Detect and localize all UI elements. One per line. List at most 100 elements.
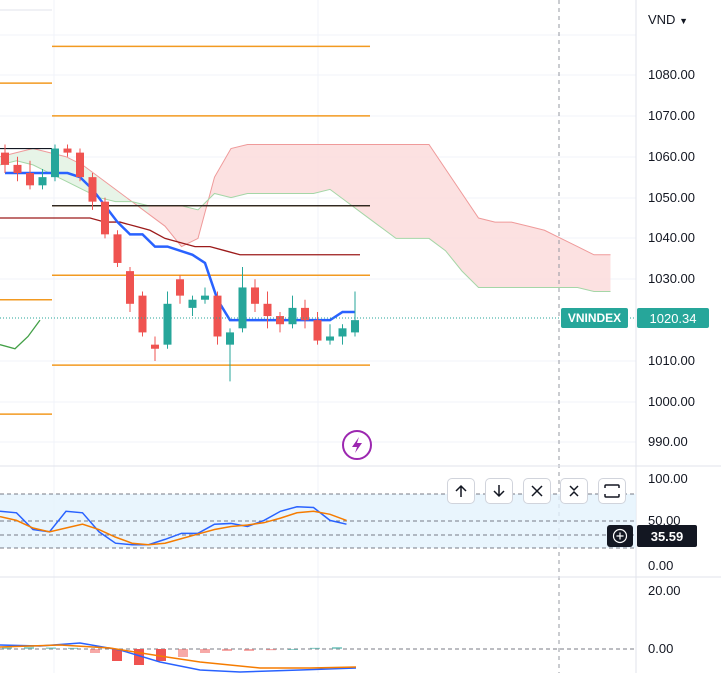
cloud-segment [396,144,413,239]
candle-body [13,164,22,174]
candle-body [263,303,272,317]
cloud-segment [313,144,330,194]
candle-body [76,152,84,178]
macd-bar [24,646,34,649]
cloud-segment [577,246,594,292]
symbol-price-label: VNINDEX [561,308,628,328]
price-tick-label: 1010.00 [648,353,695,368]
price-tick-label: 1060.00 [648,149,695,164]
candle-body [88,177,97,202]
candle-body [288,307,297,325]
price-tick-label: 990.00 [648,434,688,449]
candle-body [301,307,309,321]
cloud-segment [247,144,264,194]
cloud-segment [297,144,314,194]
rsi-tick-label: 0.00 [648,558,673,573]
cloud-segment [528,226,545,288]
rsi-tick-label: 100.00 [648,471,688,486]
cloud-segment [495,222,512,288]
candle-body [151,344,159,349]
cloud-segment [511,222,528,288]
macd-bar [244,649,254,651]
cloud-segment [363,144,380,227]
cloud-segment [478,218,495,288]
price-tick-label: 1080.00 [648,67,695,82]
lagging-line [0,319,41,350]
macd-bar [134,649,144,665]
move-up-button[interactable] [447,478,475,504]
macd-bar [156,649,166,661]
macd-tick-label: 20.00 [648,583,681,598]
cloud-segment [346,144,363,214]
cloud-segment [561,238,578,288]
candle-body [313,320,322,341]
cloud-segment [379,144,396,239]
candle-body [126,271,134,304]
close-pane-button[interactable] [523,478,551,504]
candle-body [51,148,59,178]
rsi-signal-line [0,510,347,546]
base-line [0,217,360,256]
candle-body [238,287,247,329]
candle-body [201,295,209,300]
candle-body [176,279,184,296]
macd-signal-line [0,644,357,669]
candle-body [351,320,359,333]
rsi-value-label: 35.59 [637,525,697,547]
price-tick-label: 1030.00 [648,271,695,286]
macd-bar [178,649,188,657]
candle-body [251,287,259,304]
candle-body [63,148,72,153]
collapse-icon [569,485,579,497]
candle-body [226,332,234,345]
maximize-pane-button[interactable] [598,478,626,504]
cloud-segment [214,148,231,198]
cloud-segment [148,205,165,227]
cloud-segment [99,177,116,202]
add-indicator-button[interactable] [607,525,633,547]
cloud-span-a [0,143,611,256]
candle-body [113,234,122,263]
macd-bar [288,649,298,650]
cloud-segment [16,148,33,165]
price-tick-label: 1000.00 [648,394,695,409]
move-down-button[interactable] [485,478,513,504]
currency-label: VND [648,12,676,27]
cloud-segment [412,144,429,239]
collapse-pane-button[interactable] [560,478,588,504]
cloud-segment [231,144,248,198]
candle-body [188,299,197,308]
candle-body [1,152,9,165]
cloud-segment [181,205,198,247]
chevron-down-icon: ▼ [679,16,688,26]
rsi-tick-label: 50.00 [648,513,681,528]
price-tick-label: 1050.00 [648,190,695,205]
candle-body [338,328,347,337]
candlesticks [1,144,359,382]
price-tick-label: 1070.00 [648,108,695,123]
cloud-segment [429,144,446,251]
macd-bar [266,649,276,651]
macd-tick-label: 0.00 [648,641,673,656]
candle-body [138,295,147,333]
macd-bar [90,649,100,653]
currency-selector[interactable]: VND ▼ [648,12,688,27]
candle-body [101,201,109,235]
macd-histogram [0,642,357,673]
cloud-segment [330,144,347,202]
cloud-segment [544,230,561,288]
macd-bar [222,649,232,651]
macd-bar [310,647,320,649]
macd-bar [112,649,122,661]
cloud-segment [594,254,611,292]
candle-body [38,177,47,186]
candle-body [326,336,334,341]
lightning-icon[interactable] [342,430,372,460]
price-tick-label: 1040.00 [648,230,695,245]
cloud-span-b [0,160,611,293]
candle-body [276,316,284,325]
plus-circle-icon [612,528,628,544]
cloud-segment [462,193,479,288]
macd-bar [68,647,78,649]
